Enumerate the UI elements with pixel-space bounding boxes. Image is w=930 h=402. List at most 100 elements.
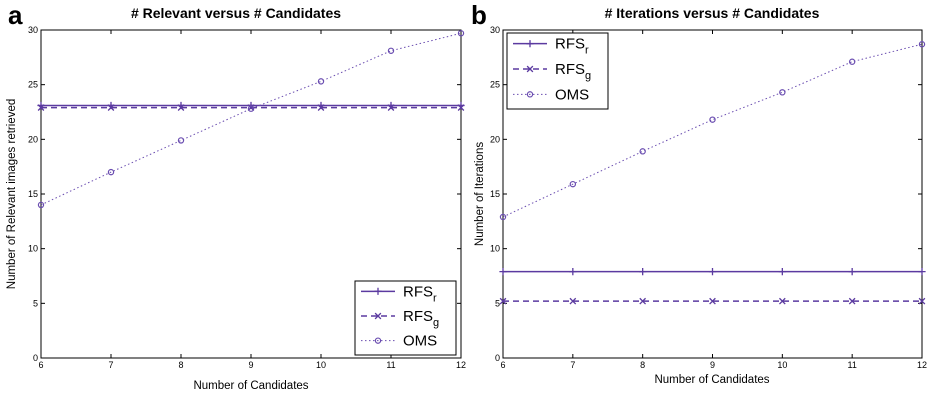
series-rfs-r: [499, 268, 926, 276]
y-tick-label: 0: [33, 353, 38, 363]
data-point-marker: [778, 268, 786, 276]
legend-box: [354, 280, 457, 356]
data-point-marker: [499, 268, 507, 276]
legend-marker: [374, 312, 382, 320]
data-point-marker: [569, 180, 577, 188]
legend-entry: RFSg: [361, 308, 439, 329]
legend-marker: [526, 91, 534, 98]
y-tick-label: 15: [490, 189, 500, 199]
legend-label: OMS: [555, 86, 589, 103]
x-tick-label: 7: [108, 360, 113, 370]
y-axis-label-b: Number of Iterations: [474, 142, 486, 246]
legend-entry: RFSg: [513, 61, 591, 82]
data-point-marker: [499, 213, 507, 221]
data-point-marker: [918, 268, 926, 276]
data-point-marker: [317, 104, 325, 111]
y-tick-label: 30: [490, 25, 500, 35]
y-tick-label: 10: [28, 244, 38, 254]
data-point-marker: [848, 58, 856, 65]
x-axis-label-b: Number of Candidates: [654, 374, 769, 386]
data-point-marker: [457, 30, 465, 37]
x-tick-label: 9: [710, 360, 715, 370]
y-tick-label: 25: [28, 80, 38, 90]
chart-title-b: # Iterations versus # Candidates: [605, 5, 820, 21]
data-point-marker: [918, 297, 926, 305]
x-tick-label: 12: [456, 360, 466, 370]
x-tick-label: 6: [500, 360, 505, 370]
data-point-marker: [778, 297, 786, 305]
data-point-marker: [387, 47, 395, 54]
data-point-marker: [387, 104, 395, 111]
series-line: [502, 43, 923, 218]
data-point-marker: [848, 297, 856, 305]
data-point-marker: [639, 148, 646, 155]
data-point-marker: [177, 137, 185, 144]
x-tick-label: 10: [777, 360, 787, 370]
y-tick-label: 5: [495, 298, 500, 308]
legend-label: OMS: [403, 333, 437, 350]
data-point-marker: [779, 89, 786, 96]
legend-marker: [526, 65, 534, 73]
y-tick-label: 20: [490, 134, 500, 144]
ticks-a: 6 7 8 9 10 11 12 0 5 10 15 20 25 30: [28, 25, 466, 370]
series-group-b: [499, 41, 926, 305]
series-line: [40, 32, 462, 206]
x-tick-label: 9: [248, 360, 253, 370]
series-rfs-g: [499, 297, 926, 305]
data-point-marker: [177, 104, 185, 111]
legend-entry: RFSr: [513, 36, 589, 57]
data-point-marker: [918, 41, 926, 48]
x-tick-label: 12: [917, 360, 927, 370]
y-tick-label: 0: [495, 353, 500, 363]
y-tick-label: 5: [33, 298, 38, 308]
x-tick-label: 8: [640, 360, 645, 370]
legend-box: [506, 32, 609, 110]
series-oms: [37, 30, 465, 209]
legend-marker: [526, 40, 534, 48]
data-point-marker: [499, 297, 507, 305]
data-point-marker: [848, 268, 856, 276]
data-point-marker: [107, 168, 115, 176]
y-tick-label: 10: [490, 244, 500, 254]
x-tick-label: 11: [847, 360, 856, 370]
panel-letter-a: a: [8, 0, 23, 30]
data-point-marker: [569, 297, 577, 305]
x-tick-label: 10: [316, 360, 326, 370]
panel-letter-b: b: [471, 0, 487, 30]
data-point-marker: [569, 268, 577, 276]
series-oms: [499, 41, 926, 221]
data-point-marker: [639, 268, 647, 276]
legend-entry: OMS: [513, 86, 589, 103]
x-tick-label: 7: [570, 360, 575, 370]
panel-b: b # Iterations versus # Candidates Numbe…: [471, 0, 927, 386]
x-tick-label: 11: [386, 360, 395, 370]
data-point-marker: [37, 201, 45, 209]
legend-label: RFSg: [555, 61, 591, 82]
data-point-marker: [317, 78, 325, 85]
x-tick-label: 8: [178, 360, 183, 370]
chart-title-a: # Relevant versus # Candidates: [131, 5, 341, 21]
y-tick-label: 30: [28, 25, 38, 35]
legend-entry: OMS: [361, 333, 437, 350]
panel-a: a # Relevant versus # Candidates Number …: [6, 0, 466, 392]
data-point-marker: [107, 104, 115, 111]
legend-marker: [374, 287, 382, 295]
legend-entry: RFSr: [361, 283, 437, 304]
data-point-marker: [709, 297, 716, 305]
y-tick-label: 20: [28, 134, 38, 144]
legend-b: RFSr RFSg OMS: [506, 32, 609, 110]
data-point-marker: [708, 268, 717, 276]
y-tick-label: 25: [490, 80, 500, 90]
data-point-marker: [247, 105, 255, 112]
ticks-b: 6 7 8 9 10 11 12 0 5 10 15 20 25 30: [490, 25, 927, 370]
data-point-marker: [709, 116, 716, 123]
data-point-marker: [37, 104, 45, 111]
series-group-a: [37, 30, 465, 209]
y-axis-label-a: Number of Relevant images retrieved: [6, 99, 18, 289]
legend-label: RFSr: [403, 283, 437, 304]
y-tick-label: 15: [28, 189, 38, 199]
legend-label: RFSg: [403, 308, 439, 329]
data-point-marker: [457, 104, 465, 111]
x-tick-label: 6: [38, 360, 43, 370]
